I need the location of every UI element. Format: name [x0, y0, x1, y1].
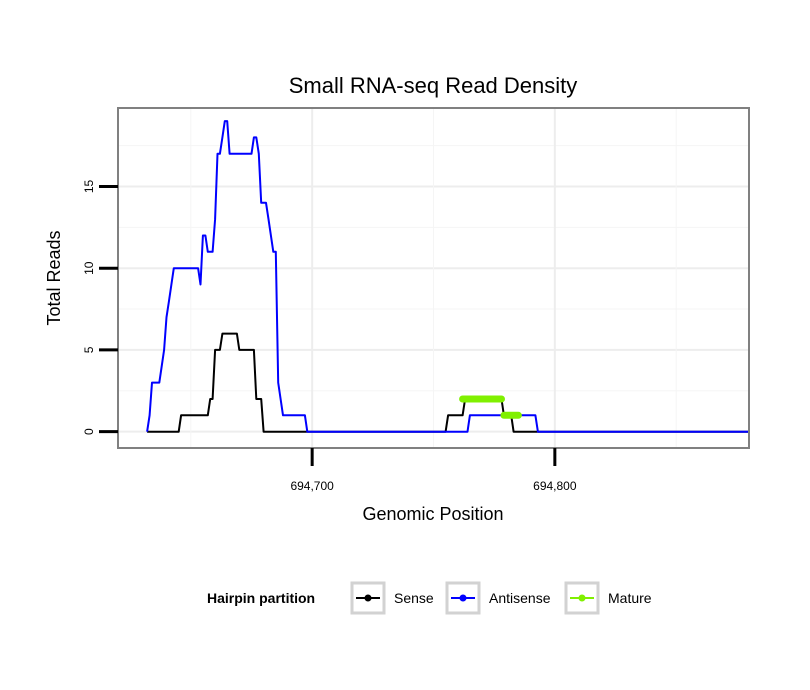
series-line-sense	[147, 332, 749, 433]
series-line-mature	[459, 395, 522, 419]
y-axis: 0 5 10 15	[82, 180, 118, 435]
x-axis: 694,700 694,800	[290, 448, 577, 493]
plot-panel-border	[117, 107, 750, 449]
y-tick-label: 5	[82, 346, 96, 353]
legend-label-antisense: Antisense	[489, 590, 551, 606]
chart-title: Small RNA-seq Read Density	[289, 73, 578, 98]
legend-key-point-mature	[578, 594, 586, 602]
legend-label-mature: Mature	[608, 590, 652, 606]
legend-key-point-antisense	[459, 594, 467, 602]
y-axis-title: Total Reads	[44, 230, 64, 325]
x-tick-label: 694,800	[533, 479, 577, 493]
series-layer	[146, 120, 749, 433]
legend-key-point-sense	[364, 594, 372, 602]
y-tick-label: 10	[82, 261, 96, 275]
y-tick-label: 15	[82, 180, 96, 194]
legend: Hairpin partition Sense Antisense Mature	[207, 581, 652, 615]
x-tick-label: 694,700	[290, 479, 334, 493]
series-line-antisense	[146, 120, 749, 433]
legend-title: Hairpin partition	[207, 590, 315, 606]
legend-label-sense: Sense	[394, 590, 434, 606]
y-tick-label: 0	[82, 428, 96, 435]
x-axis-title: Genomic Position	[362, 504, 503, 524]
